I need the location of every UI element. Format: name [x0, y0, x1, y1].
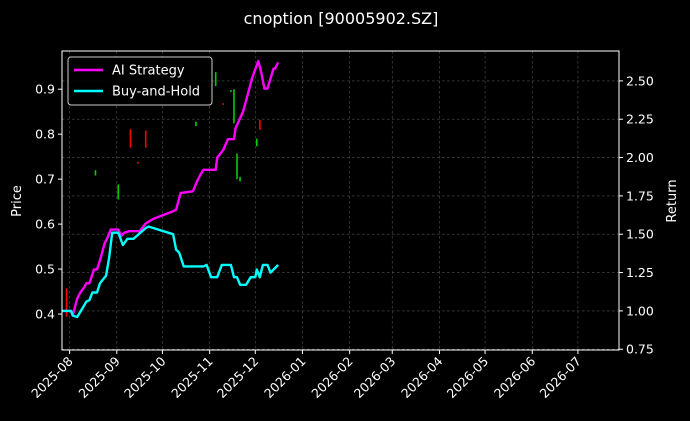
y-tick-label: 0.6: [35, 217, 55, 232]
y2-axis-title: Return: [665, 179, 680, 222]
y2-tick-label: 1.25: [626, 265, 654, 280]
chart-title: cnoption [90005902.SZ]: [244, 9, 439, 28]
legend-box: [67, 56, 213, 106]
plot-frame: [61, 50, 620, 351]
y-tick-label: 0.5: [35, 262, 55, 277]
y-tick-label: 0.9: [35, 82, 55, 97]
y-tick-label: 0.4: [35, 307, 55, 322]
series-line-buy-and-hold: [62, 225, 279, 319]
y2-tick-label: 1.00: [626, 303, 654, 318]
y2-tick-label: 2.50: [626, 73, 654, 88]
legend-label: AI Strategy: [112, 64, 185, 79]
y2-tick-label: 2.00: [626, 150, 654, 165]
legend-label: Buy-and-Hold: [112, 85, 200, 100]
series-line-ai-strategy: [62, 59, 280, 317]
signal-markers: [65, 72, 261, 317]
y-tick-label: 0.8: [35, 127, 55, 142]
y2-tick-label: 0.75: [626, 342, 654, 357]
series-lines: [62, 59, 280, 319]
y-tick-label: 0.7: [35, 172, 55, 187]
y2-tick-label: 1.50: [626, 227, 654, 242]
y2-tick-label: 1.75: [626, 188, 654, 203]
y-axis-title: Price: [10, 185, 25, 217]
y2-tick-label: 2.25: [626, 112, 654, 127]
legend: AI Strategy Buy-and-Hold: [67, 56, 213, 106]
